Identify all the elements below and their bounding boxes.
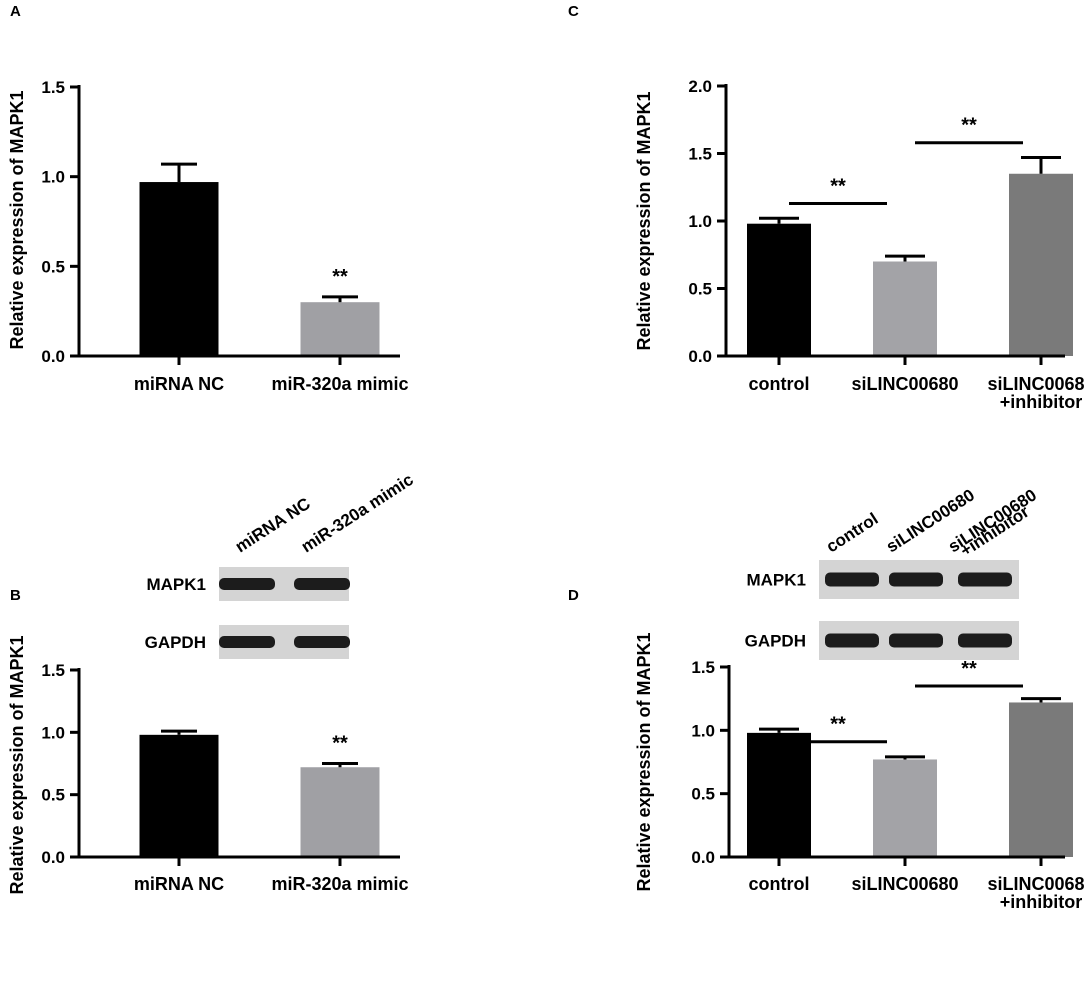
comparison-label-d-0: **: [830, 714, 846, 736]
blot-row-label-d-gapdh: GAPDH: [745, 632, 806, 651]
bar-b-mir-320a-mimic: [300, 767, 380, 857]
y-tick-label-c-0: 0.0: [688, 347, 712, 366]
y-tick-label-b-3: 1.5: [41, 661, 65, 680]
y-tick-label-a-0: 0.0: [41, 347, 65, 366]
category-label-d-1: siLINC00680: [851, 874, 958, 894]
panel-letter-a: A: [10, 3, 21, 20]
bar-d-control: [747, 732, 811, 857]
blot-row-label-d-mapk1: MAPK1: [746, 571, 806, 590]
blot-lane-label-d-0: control: [823, 509, 882, 556]
bar-d-silinc00680-inhibitor: [1009, 702, 1073, 857]
y-axis-label-b: Relative expression of MAPK1: [7, 635, 27, 894]
comparison-label-d-1: **: [961, 658, 977, 680]
bar-c-silinc00680-inhibitor: [1009, 173, 1073, 356]
blot-band-b-mapk1-0: [219, 578, 275, 590]
category-label-d-2: siLINC00680: [987, 874, 1084, 894]
y-tick-label-b-0: 0.0: [41, 848, 65, 867]
blot-band-d-gapdh-1: [889, 633, 943, 648]
western-blot-d: control siLINC00680siLINC00680+inhibitorM…: [745, 485, 1040, 660]
blot-band-d-mapk1-1: [889, 572, 943, 587]
y-tick-label-b-2: 1.0: [41, 723, 65, 742]
y-tick-label-c-2: 1.0: [688, 212, 712, 231]
bar-b-mirna-nc: [139, 734, 219, 857]
category-label-c-0: control: [749, 374, 810, 394]
bar-a-mirna-nc: [139, 182, 219, 356]
comparison-label-c-1: **: [961, 115, 977, 137]
category-label-c-2: siLINC00680: [987, 374, 1084, 394]
panel-letter-c: C: [568, 3, 579, 20]
category-label-a-1: miR-320a mimic: [271, 374, 408, 394]
y-tick-label-a-1: 0.5: [41, 257, 65, 276]
blot-band-d-gapdh-0: [825, 633, 879, 648]
chart-b: 0.0 0.5 1.0 1.5 Relative expression of MAPK1…: [7, 635, 409, 894]
y-tick-label-d-0: 0.0: [691, 848, 715, 867]
y-tick-label-a-3: 1.5: [41, 78, 65, 97]
y-axis-label-d: Relative expression of MAPK1: [634, 632, 654, 891]
blot-row-label-b-mapk1: MAPK1: [146, 575, 206, 594]
y-tick-label-c-4: 2.0: [688, 77, 712, 96]
y-tick-label-d-1: 0.5: [691, 785, 715, 804]
category-label-d-2-line2: +inhibitor: [1000, 892, 1083, 912]
bar-a-mir-320a-mimic: [300, 302, 380, 356]
category-label-b-0: miRNA NC: [134, 874, 224, 894]
y-axis-label-c: Relative expression of MAPK1: [634, 91, 654, 350]
chart-a: 0.0 0.5 1.0 1.5 Relative expression of MAPK1…: [7, 78, 409, 394]
category-label-a-0: miRNA NC: [134, 374, 224, 394]
chart-c: 0.0 0.5 1.0 1.5 2.0 Relative expression of MA…: [634, 77, 1084, 412]
y-tick-label-a-2: 1.0: [41, 168, 65, 187]
blot-band-d-gapdh-2: [958, 633, 1012, 648]
y-tick-label-c-3: 1.5: [688, 145, 712, 164]
blot-band-b-gapdh-0: [219, 636, 275, 648]
blot-band-b-mapk1-1: [294, 578, 350, 590]
blot-band-d-mapk1-2: [958, 572, 1012, 587]
y-tick-label-d-2: 1.0: [691, 721, 715, 740]
category-label-c-2-line2: +inhibitor: [1000, 392, 1083, 412]
y-tick-label-d-3: 1.5: [691, 658, 715, 677]
significance-b-0: **: [332, 733, 348, 755]
charts-layer: 0.0 0.5 1.0 1.5 Relative expression of MAPK1…: [7, 77, 1084, 912]
y-tick-label-c-1: 0.5: [688, 280, 712, 299]
blot-lane-label-b-1: miR-320a mimic: [298, 470, 417, 556]
bar-d-silinc00680: [873, 759, 937, 857]
comparison-label-c-0: **: [830, 175, 846, 197]
chart-d: 0.0 0.5 1.0 1.5 Relative expression of MAPK1…: [634, 632, 1084, 912]
y-tick-label-b-1: 0.5: [41, 786, 65, 805]
category-label-d-0: control: [749, 874, 810, 894]
category-label-b-1: miR-320a mimic: [271, 874, 408, 894]
y-axis-label-a: Relative expression of MAPK1: [7, 90, 27, 349]
significance-a-0: **: [332, 266, 348, 288]
bar-c-control: [747, 223, 811, 356]
category-label-c-1: siLINC00680: [851, 374, 958, 394]
blot-row-label-b-gapdh: GAPDH: [145, 633, 206, 652]
panel-letter-b: B: [10, 587, 21, 604]
panel-letter-d: D: [568, 587, 579, 604]
blot-band-b-gapdh-1: [294, 636, 350, 648]
blot-band-d-mapk1-0: [825, 572, 879, 587]
bar-c-silinc00680: [873, 261, 937, 356]
